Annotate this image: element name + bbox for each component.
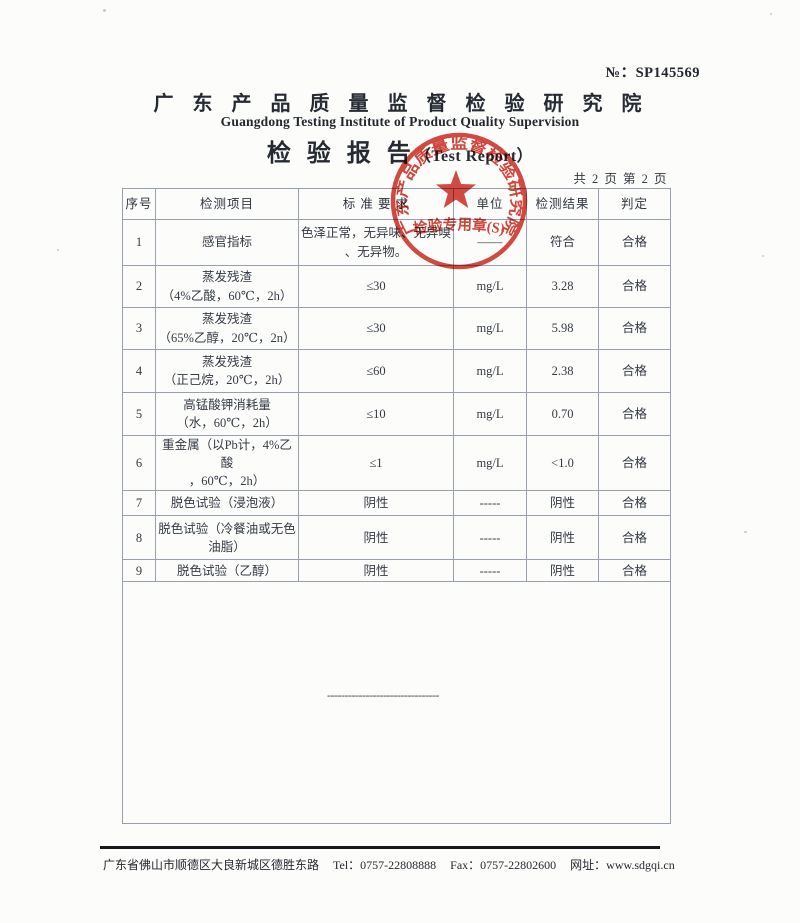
cell-verdict: 合格 <box>598 307 671 350</box>
table-row: 8 脱色试验（冷餐油或无色 油脂） 阴性 ----- 阴性 合格 <box>122 515 671 561</box>
cell-verdict: 合格 <box>598 349 671 393</box>
report-number: №：SP145569 <box>606 61 701 82</box>
table-row: 4 蒸发残渣 （正己烷，20℃，2h） ≤60 mg/L 2.38 合格 <box>122 349 671 393</box>
report-number-label: №： <box>605 65 636 81</box>
cell-item: 重金属（以Pb计，4%乙酸 ，60℃，2h） <box>155 434 299 492</box>
cell-standard: ≤60 <box>298 349 454 393</box>
cell-result: 阴性 <box>526 490 599 517</box>
cell-no: 7 <box>122 490 156 517</box>
cell-no: 1 <box>122 219 156 266</box>
table-row: 2 蒸发残渣 （4%乙酸，60℃，2h） ≤30 mg/L 3.28 合格 <box>122 265 671 308</box>
cell-result: 符合 <box>526 219 599 266</box>
cell-no: 2 <box>122 265 156 308</box>
cell-no: 4 <box>122 349 156 393</box>
institute-name-cn: 广 东 产 品 质 量 监 督 检 验 研 究 院 <box>153 93 647 115</box>
cell-verdict: 合格 <box>598 219 671 266</box>
cell-unit: mg/L <box>453 349 527 393</box>
scan-speck <box>770 13 772 15</box>
column-header-no: 序号 <box>122 188 156 220</box>
cell-item: 蒸发残渣 （65%乙醇，20℃，2n） <box>155 307 299 350</box>
report-title-cn: 检 验 报 告 <box>266 141 415 167</box>
cell-standard: ≤30 <box>298 307 454 350</box>
cell-result: <1.0 <box>526 434 599 492</box>
cell-item: 脱色试验（乙醇） <box>155 559 299 583</box>
cell-verdict: 合格 <box>598 265 671 308</box>
cell-unit: mg/L <box>453 307 527 350</box>
cell-no: 9 <box>122 559 156 583</box>
cell-no: 6 <box>122 434 156 492</box>
column-header-result: 检测结果 <box>526 188 599 220</box>
cell-item: 蒸发残渣 （4%乙酸，60℃，2h） <box>155 265 299 308</box>
cell-verdict: 合格 <box>598 434 671 492</box>
footer-tel: Tel：0757-22808888 <box>333 858 437 872</box>
cell-standard: 色泽正常，无异味、无异嗅 、无异物。 <box>298 219 454 266</box>
table-header-row: 序号 检测项目 标 准 要 求 单位 检测结果 判定 <box>122 188 671 220</box>
cell-unit: ----- <box>453 515 527 561</box>
footer-contact-line: 广东省佛山市顺德区大良新城区德胜东路 Tel：0757-22808888 Fax：0… <box>103 856 743 873</box>
cell-unit: ----- <box>453 490 527 517</box>
column-header-unit: 单位 <box>453 188 527 220</box>
cell-result: 2.38 <box>526 349 599 393</box>
footer-divider-line <box>100 846 660 849</box>
cell-standard: ≤10 <box>298 392 454 436</box>
column-header-standard: 标 准 要 求 <box>298 188 454 220</box>
cell-unit: mg/L <box>453 265 527 308</box>
cell-no: 3 <box>122 307 156 350</box>
scan-speck <box>744 531 747 533</box>
cell-unit: mg/L <box>453 434 527 492</box>
cell-result: 阴性 <box>526 515 599 561</box>
page-count: 共 2 页 第 2 页 <box>573 172 668 186</box>
scan-speck <box>57 249 59 251</box>
table-row: 9 脱色试验（乙醇） 阴性 ----- 阴性 合格 <box>122 559 671 583</box>
cell-unit: ----- <box>453 559 527 583</box>
cell-item: 脱色试验（冷餐油或无色 油脂） <box>155 515 299 561</box>
report-title: 检 验 报 告（Test Report） <box>0 133 800 168</box>
cell-verdict: 合格 <box>598 559 671 583</box>
table-row: 3 蒸发残渣 （65%乙醇，20℃，2n） ≤30 mg/L 5.98 合格 <box>122 307 671 350</box>
scan-speck <box>762 255 764 257</box>
results-table: 序号 检测项目 标 准 要 求 单位 检测结果 判定 1 感官指标 色泽正常，无… <box>122 188 671 825</box>
table-row: 1 感官指标 色泽正常，无异味、无异嗅 、无异物。 —— 符合 合格 <box>122 219 671 266</box>
cell-no: 8 <box>122 515 156 561</box>
report-title-en: （Test Report） <box>414 148 534 165</box>
scan-speck <box>103 9 106 12</box>
handwritten-dash-line: -------------------------------- <box>327 688 439 702</box>
cell-result: 5.98 <box>526 307 599 350</box>
footer-fax: Fax：0757-22802600 <box>450 858 557 872</box>
cell-standard: 阴性 <box>298 490 454 517</box>
table-row: 6 重金属（以Pb计，4%乙酸 ，60℃，2h） ≤1 mg/L <1.0 合格 <box>122 434 671 492</box>
cell-item: 脱色试验（浸泡液） <box>155 490 299 517</box>
cell-item: 高锰酸钾消耗量 （水，60℃，2h） <box>155 392 299 436</box>
report-number-value: SP145569 <box>635 65 700 81</box>
cell-result: 3.28 <box>526 265 599 308</box>
cell-standard: ≤30 <box>298 265 454 308</box>
column-header-verdict: 判定 <box>598 188 671 220</box>
cell-unit: mg/L <box>453 392 527 436</box>
cell-verdict: 合格 <box>598 392 671 436</box>
cell-standard: 阴性 <box>298 559 454 583</box>
cell-unit: —— <box>453 219 527 266</box>
cell-result: 阴性 <box>526 559 599 583</box>
table-row: 7 脱色试验（浸泡液） 阴性 ----- 阴性 合格 <box>122 490 671 517</box>
cell-item: 感官指标 <box>155 219 299 266</box>
empty-cell <box>122 581 671 825</box>
table-row: 5 高锰酸钾消耗量 （水，60℃，2h） ≤10 mg/L 0.70 合格 <box>122 392 671 436</box>
cell-verdict: 合格 <box>598 515 671 561</box>
cell-no: 5 <box>122 392 156 436</box>
table-empty-area <box>122 581 671 825</box>
footer-website: 网址：www.sdgqi.cn <box>570 858 675 872</box>
cell-standard: ≤1 <box>298 434 454 492</box>
cell-standard: 阴性 <box>298 515 454 561</box>
cell-result: 0.70 <box>526 392 599 436</box>
cell-verdict: 合格 <box>598 490 671 517</box>
column-header-item: 检测项目 <box>155 188 299 220</box>
footer-address: 广东省佛山市顺德区大良新城区德胜东路 <box>103 858 320 872</box>
institute-name-en: Guangdong Testing Institute of Product Q… <box>220 114 580 129</box>
cell-item: 蒸发残渣 （正己烷，20℃，2h） <box>155 349 299 393</box>
